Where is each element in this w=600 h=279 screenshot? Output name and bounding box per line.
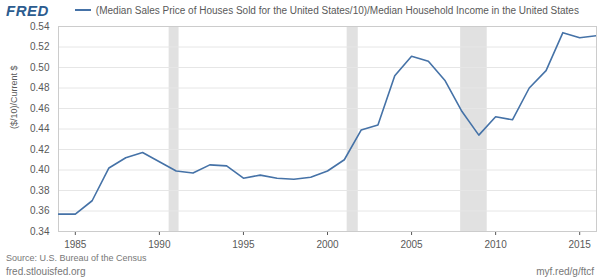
html-text:FRED: FRED xyxy=(6,1,49,19)
svg-text:0.34: 0.34 xyxy=(30,226,50,237)
svg-text:2000: 2000 xyxy=(316,239,339,250)
svg-text:0.52: 0.52 xyxy=(30,41,50,52)
svg-text:2005: 2005 xyxy=(400,239,423,250)
svg-text:2010: 2010 xyxy=(485,239,508,250)
svg-text:1985: 1985 xyxy=(64,239,87,250)
svg-text:1995: 1995 xyxy=(232,239,255,250)
svg-text:0.38: 0.38 xyxy=(30,185,50,196)
html-text:Source: U.S. Bureau of the Cen: Source: U.S. Bureau of the Census xyxy=(6,253,147,263)
svg-text:0.36: 0.36 xyxy=(30,205,50,216)
svg-text:2015: 2015 xyxy=(569,239,592,250)
svg-text:0.40: 0.40 xyxy=(30,164,50,175)
html-text:(Median Sales Price of Houses: (Median Sales Price of Houses Sold for t… xyxy=(95,4,579,16)
svg-text:0.42: 0.42 xyxy=(30,144,50,155)
svg-text:1990: 1990 xyxy=(148,239,171,250)
svg-text:($/10)/Current $: ($/10)/Current $ xyxy=(9,65,19,129)
svg-text:0.44: 0.44 xyxy=(30,123,50,134)
svg-text:0.54: 0.54 xyxy=(30,21,50,32)
svg-text:0.50: 0.50 xyxy=(30,62,50,73)
html-text:myf.red/g/ftcf: myf.red/g/ftcf xyxy=(536,266,594,277)
html-text:fred.stlouisfed.org: fred.stlouisfed.org xyxy=(6,266,86,277)
svg-text:0.46: 0.46 xyxy=(30,103,50,114)
svg-text:0.48: 0.48 xyxy=(30,82,50,93)
